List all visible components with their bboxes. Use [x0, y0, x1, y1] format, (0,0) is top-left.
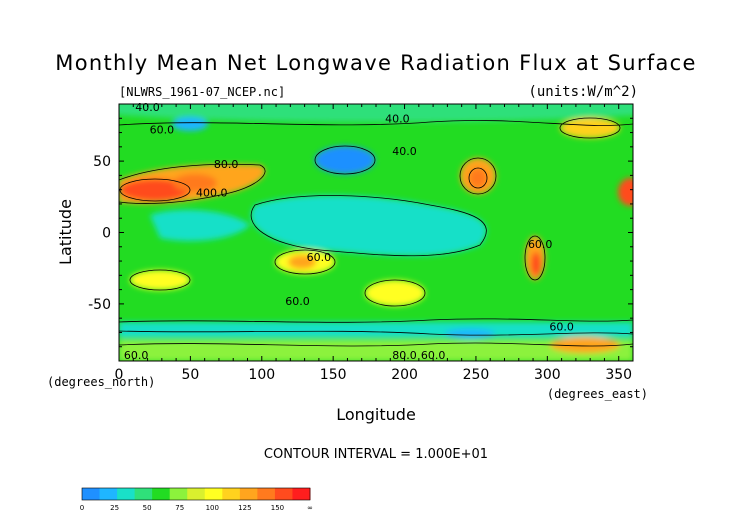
field-region-wrap-east [618, 178, 633, 206]
field-region-antarctica-warm [550, 337, 620, 353]
field-region-tropical-pacific [251, 195, 487, 256]
field-region-arctic [119, 104, 633, 122]
y-tick-label: -50 [88, 297, 111, 313]
contour-line [468, 167, 488, 189]
x-tick-label: 100 [248, 367, 275, 383]
contour-label: 60.0 [421, 349, 446, 362]
contour-interval: CONTOUR INTERVAL = 1.000E+01 [264, 447, 488, 462]
colorbar-swatch [82, 488, 101, 500]
contour-label: 40.0 [392, 145, 417, 158]
contour-line [524, 235, 546, 281]
contour-label: 60.0 [124, 349, 149, 362]
x-tick-label: 300 [534, 367, 561, 383]
y-tick-label: 0 [102, 226, 111, 242]
contour-labels: 40.0 60.0 40.0 40.0 80.0 400.0 60.0 60.0 60.0 60.… [124, 101, 574, 362]
colorbar-swatch [239, 488, 258, 500]
field-region-antarctica-blue [445, 329, 495, 339]
chart-title: Monthly Mean Net Longwave Radiation Flux… [55, 51, 696, 75]
x-tick-label: 200 [391, 367, 418, 383]
x-tick-label: 0 [115, 367, 124, 383]
field-region-southern-ocean [119, 322, 633, 338]
contour-label: 60.0 [150, 124, 175, 137]
field-region-southern-africa [130, 270, 190, 290]
colorbar-tick-label: 0 [80, 504, 84, 512]
y-tick-label: 50 [93, 154, 111, 170]
colorbar-tick-label: ∞ [307, 504, 313, 512]
colorbar-swatch [222, 488, 241, 500]
field-region-antarctica [119, 340, 633, 361]
contour-label: 60.0 [528, 238, 553, 251]
x-tick-label: 250 [463, 367, 490, 383]
contour-line [314, 145, 376, 175]
colorbar-tick-label: 25 [110, 504, 119, 512]
contour-label: 40.0 [135, 101, 160, 114]
contour-line [119, 163, 266, 204]
colorbar-tick-label: 75 [175, 504, 184, 512]
field-region-north-africa-core [120, 179, 190, 201]
contour-label: 60.0 [549, 321, 574, 334]
colorbar-swatch [99, 488, 118, 500]
contour-label: 400.0 [196, 187, 228, 200]
contour-lines [119, 117, 633, 347]
contour-line [119, 342, 633, 347]
contour-line [119, 330, 633, 336]
colorbar-tick-label: 125 [238, 504, 251, 512]
y-axis: 50 0 -50 [88, 117, 633, 348]
colorbar-swatch [292, 488, 311, 500]
contour-line [559, 117, 621, 139]
x-axis-title: Longitude [336, 405, 416, 424]
plot-area: 40.0 60.0 40.0 40.0 80.0 400.0 60.0 60.0 60.0 60.… [118, 101, 634, 362]
x-tick-label: 150 [320, 367, 347, 383]
contour-line [364, 279, 426, 307]
x-tick-label: 50 [181, 367, 199, 383]
x-tick-label: 350 [605, 367, 632, 383]
contour-line [250, 195, 487, 257]
colorbar-swatch [204, 488, 223, 500]
contour-line [119, 120, 633, 126]
colorbar-swatch [134, 488, 153, 500]
y-axis-title: Latitude [56, 199, 75, 265]
colorbar-swatch [274, 488, 293, 500]
colorbar-tick-label: 150 [271, 504, 284, 512]
colorbar-swatch [152, 488, 171, 500]
field-region-greenland [560, 118, 620, 138]
colorbar-swatch [257, 488, 276, 500]
contour-label: 80.0 [214, 158, 239, 171]
field-region-indian-ocean [150, 209, 250, 242]
field-region-north-pacific [315, 146, 375, 174]
field-region-andes-core [531, 252, 541, 276]
field-region-arctic-blue [172, 117, 208, 131]
field-region-south-atlantic [365, 280, 425, 306]
colorbar-tick-label: 100 [206, 504, 219, 512]
field-region-arabia-core [173, 174, 217, 192]
colorbar-swatch [187, 488, 206, 500]
contour-line [119, 318, 633, 323]
field-region-northwest-america-core [469, 168, 487, 188]
file-label: [NLWRS_1961-07_NCEP.nc] [119, 85, 285, 99]
contour-label: 40.0 [385, 112, 410, 125]
colorbar-swatch [169, 488, 188, 500]
x-unit-label: (degrees_east) [547, 387, 648, 401]
field-region-australia-core [288, 255, 316, 269]
colorbar-frame [81, 487, 311, 501]
contour-line [459, 157, 497, 195]
units-label: (units:W/m^2) [528, 84, 638, 100]
x-axis: 0 50 100 150 200 250 300 350 [115, 104, 632, 383]
colorbar-swatch [117, 488, 136, 500]
contour-line [274, 249, 336, 275]
contour-label: 80.0 [392, 349, 417, 362]
contour-label: 60.0 [285, 295, 310, 308]
colorbar-tick-label: 50 [143, 504, 152, 512]
contour-line [129, 269, 191, 291]
contour-label: 60.0 [307, 251, 332, 264]
colorbar-labels: 0 25 50 75 100 125 150 ∞ [80, 504, 313, 512]
colorbar [81, 487, 311, 501]
y-unit-label: (degrees_north) [47, 375, 155, 389]
